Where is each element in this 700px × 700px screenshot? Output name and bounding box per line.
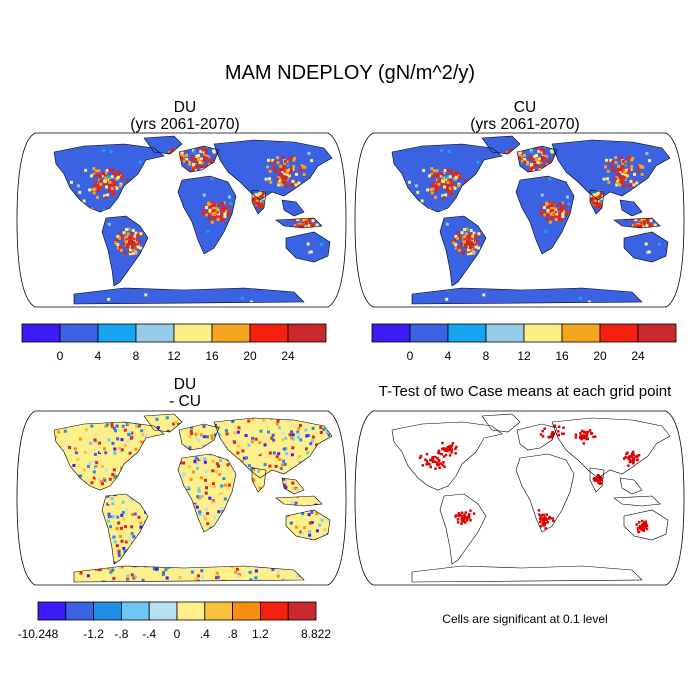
colorbar-tick-label: 20 [593,349,607,363]
colorbar-tick-label: 12 [517,349,531,363]
colorbar-diff: -10.248 -1.2 -.8 -.4 0 .4 .8 1.2 8.822 [18,601,331,641]
colorbar-tick-label: .8 [228,627,238,641]
colorbar-tick-label: .4 [200,627,210,641]
colorbar-tick-label: -1.2 [83,627,104,641]
colorbar-tick-label: 0 [57,349,64,363]
panel-cu-title-line2: (yrs 2061-2070) [470,116,580,133]
colorbar-tick-label: 12 [167,349,181,363]
colorbar-swatch [211,323,251,343]
map-du [16,132,347,308]
colorbar-swatch [59,323,99,343]
colorbar-du: 0 4 8 12 16 20 24 [21,323,327,363]
colorbar-swatch [485,323,525,343]
colorbar-tick-label: 1.2 [252,627,269,641]
colorbar-swatch [523,323,563,343]
colorbar-swatch [65,601,94,621]
panel-ttest-title: T-Test of two Case means at each grid po… [378,383,672,400]
colorbar-tick-label: 8 [133,349,140,363]
colorbar-swatch [409,323,449,343]
colorbar-tick-label: 24 [281,349,295,363]
colorbar-swatch [232,601,261,621]
map-ttest [354,410,685,586]
colorbar-tick-label: 20 [243,349,257,363]
colorbar-swatch [599,323,639,343]
colorbar-tick-label: 16 [205,349,219,363]
colorbar-swatch [249,323,289,343]
colorbar-swatch [287,323,327,343]
colorbar-tick-label: 16 [555,349,569,363]
panel-diff-title: DU - CU [25,376,345,410]
colorbar-tick-label: 24 [631,349,645,363]
colorbar-swatch [93,601,122,621]
colorbar-tick-label: -10.248 [18,627,59,641]
colorbar-tick-label: 0 [174,627,181,641]
colorbar-swatch [447,323,487,343]
colorbar-tick-label: 4 [445,349,452,363]
colorbar-tick-label: 4 [95,349,102,363]
colorbar-swatch [21,323,61,343]
panel-cu-title: CU (yrs 2061-2070) [365,99,685,133]
colorbar-swatch [97,323,137,343]
colorbar-tick-label: 0 [407,349,414,363]
panel-du-title-line2: (yrs 2061-2070) [130,116,240,133]
colorbar-swatch [173,323,213,343]
main-title: MAM NDEPLOY (gN/m^2/y) [224,62,476,84]
colorbar-swatch [371,323,411,343]
ttest-note: Cells are significant at 0.1 level [442,612,608,626]
colorbar-swatch [176,601,206,621]
panel-diff-title-line2: - CU [169,393,201,410]
colorbar-cu: 0 4 8 12 16 20 24 [371,323,677,363]
colorbar-swatch [287,601,317,621]
colorbar-swatch [637,323,677,343]
panel-diff-title-line1: DU [173,376,197,393]
colorbar-tick-label: 8.822 [301,627,331,641]
panel-du-title: DU (yrs 2061-2070) [25,99,345,133]
panel-cu-title-line1: CU [513,99,537,116]
colorbar-tick-label: -.8 [114,627,128,641]
colorbar-swatch [561,323,601,343]
colorbar-swatch [135,323,175,343]
colorbar-swatch [121,601,150,621]
map-diff [16,410,347,586]
colorbar-swatch [259,601,289,621]
colorbar-swatch [204,601,234,621]
colorbar-tick-label: -.4 [142,627,156,641]
panel-du-title-line1: DU [173,99,197,116]
colorbar-swatch [148,601,178,621]
colorbar-tick-label: 8 [483,349,490,363]
colorbar-swatch [37,601,67,621]
map-cu [354,132,685,308]
